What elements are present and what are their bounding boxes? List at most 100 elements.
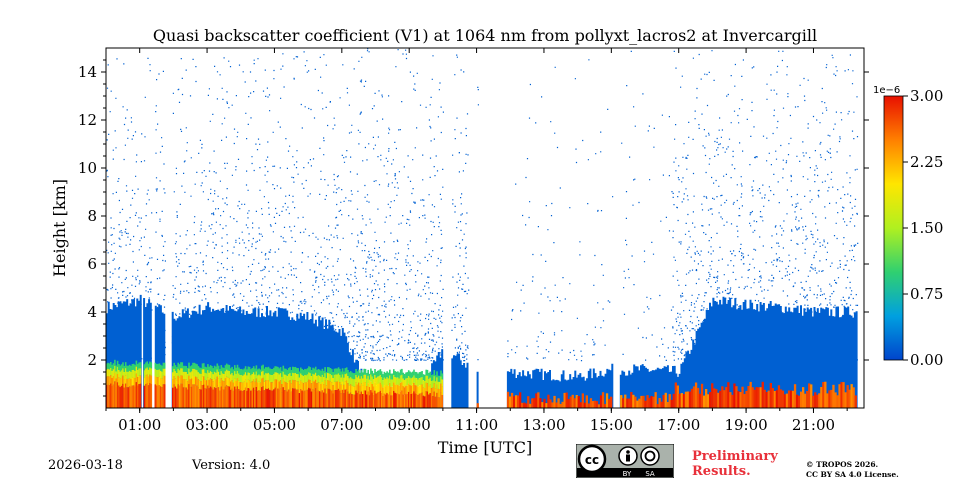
boundary-layer-cell — [358, 391, 360, 408]
boundary-layer-cell — [393, 375, 395, 383]
near-ground-cell — [585, 395, 588, 408]
boundary-layer-cell — [251, 368, 254, 374]
boundary-layer-cell — [310, 391, 313, 408]
boundary-layer-cell — [178, 385, 181, 408]
boundary-layer-cell — [134, 370, 136, 379]
boundary-layer-cell — [394, 392, 396, 408]
near-ground-cell — [694, 382, 698, 408]
boundary-layer-cell — [248, 366, 251, 373]
boundary-layer-cell — [122, 362, 124, 369]
boundary-layer-cell — [162, 375, 165, 385]
near-ground-cell — [519, 392, 522, 408]
boundary-layer-cell — [389, 369, 391, 376]
boundary-layer-cell — [349, 384, 352, 393]
boundary-layer-cell — [220, 365, 223, 372]
near-ground-cell — [852, 387, 855, 408]
boundary-layer-cell — [138, 375, 140, 385]
near-ground-cell — [753, 389, 756, 408]
boundary-layer-cell — [124, 383, 127, 408]
boundary-layer-cell — [411, 393, 414, 408]
boundary-layer-cell — [234, 365, 236, 372]
boundary-layer-cell — [242, 375, 244, 383]
boundary-layer-cell — [114, 381, 116, 408]
boundary-layer-cell — [184, 387, 186, 408]
boundary-layer-cell — [217, 371, 220, 379]
boundary-layer-cell — [236, 370, 239, 378]
boundary-layer-cell — [281, 384, 283, 393]
near-ground-cell — [773, 391, 776, 408]
boundary-layer-cell — [305, 390, 307, 408]
boundary-layer-cell — [382, 374, 384, 381]
boundary-layer-cell — [304, 382, 306, 391]
boundary-layer-cell — [402, 372, 405, 379]
colorbar-gradient — [883, 95, 904, 361]
x-tick-label: 09:00 — [388, 416, 431, 434]
boundary-layer-cell — [213, 387, 216, 408]
colorbar-tick-label: 0.75 — [910, 285, 943, 303]
boundary-layer-cell — [178, 370, 181, 378]
boundary-layer-cell — [220, 371, 223, 379]
near-ground-cell — [666, 402, 669, 408]
boundary-layer-cell — [344, 389, 347, 408]
preliminary-line2: Results. — [692, 464, 751, 479]
boundary-layer-cell — [317, 369, 320, 375]
boundary-layer-cell — [262, 370, 264, 378]
near-ground-cell — [700, 383, 704, 408]
boundary-layer-cell — [414, 393, 417, 408]
boundary-layer-cell — [317, 390, 320, 408]
boundary-layer-cell — [347, 376, 349, 384]
boundary-layer-cell — [234, 386, 236, 408]
boundary-layer-cell — [254, 381, 256, 391]
boundary-layer-cell — [403, 380, 406, 388]
boundary-layer-cell — [139, 383, 142, 408]
boundary-layer-cell — [254, 368, 256, 375]
boundary-layer-cell — [401, 368, 403, 375]
boundary-layer-cell — [340, 384, 343, 394]
boundary-layer-cell — [362, 385, 364, 394]
boundary-layer-cell — [273, 381, 275, 390]
boundary-layer-cell — [318, 375, 321, 383]
boundary-layer-cell — [275, 388, 278, 408]
near-ground-cell — [816, 394, 819, 408]
boundary-layer-cell — [316, 375, 318, 384]
boundary-layer-cell — [415, 378, 418, 386]
near-ground-cell — [620, 395, 623, 408]
near-ground-cell — [696, 387, 700, 408]
boundary-layer-cell — [352, 386, 355, 395]
boundary-layer-cell — [405, 372, 407, 379]
boundary-layer-cell — [283, 368, 286, 375]
boundary-layer-cell — [298, 393, 301, 408]
near-ground-cell — [541, 402, 544, 408]
y-tick-label: 6 — [87, 255, 97, 273]
boundary-layer-cell — [336, 368, 338, 375]
y-tick-label: 8 — [87, 207, 97, 225]
boundary-layer-cell — [212, 381, 215, 390]
boundary-layer-cell — [343, 371, 345, 378]
boundary-layer-cell — [275, 379, 278, 388]
boundary-layer-cell — [161, 365, 163, 372]
boundary-layer-cell — [277, 388, 279, 408]
colorbar-tick-label: 0.00 — [910, 351, 943, 369]
boundary-layer-cell — [333, 374, 336, 382]
near-ground-cell — [721, 386, 724, 408]
boundary-layer-cell — [138, 368, 140, 376]
sa-text: SA — [645, 470, 655, 478]
near-ground-cell — [731, 394, 734, 408]
boundary-layer-cell — [161, 371, 163, 379]
boundary-layer-cell — [354, 386, 356, 395]
boundary-layer-cell — [429, 393, 431, 408]
boundary-layer-cell — [227, 377, 229, 387]
boundary-layer-cell — [248, 372, 251, 381]
boundary-layer-cell — [172, 379, 174, 388]
boundary-layer-cell — [391, 373, 394, 380]
near-ground-cell — [749, 381, 752, 408]
boundary-layer-cell — [261, 371, 263, 379]
near-ground-cell — [672, 393, 675, 408]
boundary-layer-cell — [305, 375, 307, 383]
boundary-layer-cell — [310, 370, 313, 376]
boundary-layer-cell — [204, 366, 206, 373]
boundary-layer-cell — [173, 368, 175, 376]
boundary-layer-cell — [383, 377, 386, 385]
boundary-layer-cell — [231, 372, 233, 381]
boundary-layer-cell — [225, 376, 228, 386]
